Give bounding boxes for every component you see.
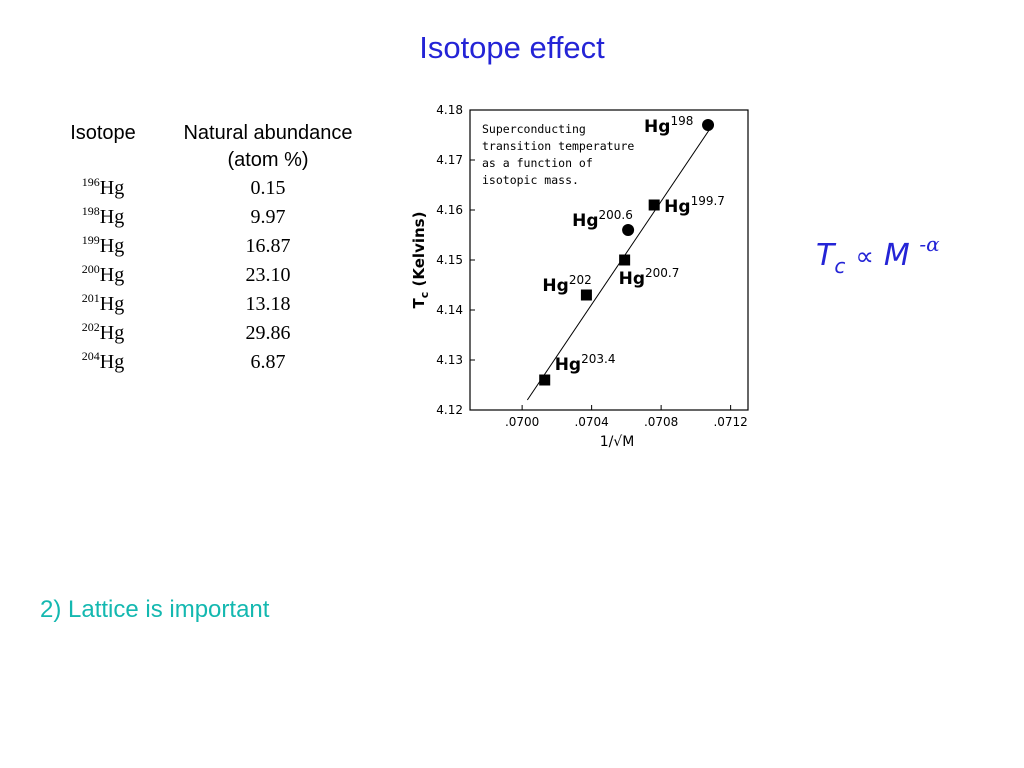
x-tick-label: .0712	[713, 415, 747, 429]
column-header-isotope: Isotope	[70, 122, 136, 144]
isotope-effect-formula: Tc ∝ M -α	[816, 232, 940, 278]
table-row: 196Hg 0.15	[58, 174, 388, 203]
lattice-point: 2) Lattice is important	[40, 596, 270, 623]
isotope-element: Hg	[99, 351, 125, 373]
isotope-element: Hg	[99, 322, 125, 344]
table-row: 198Hg 9.97	[58, 203, 388, 232]
formula-exponent: -α	[919, 232, 940, 256]
table-row: 199Hg 16.87	[58, 232, 388, 261]
abundance-cell: 23.10	[245, 264, 291, 286]
isotope-mass-number: 198	[81, 204, 100, 218]
data-label-mass: 198	[670, 114, 693, 128]
data-point-circle	[702, 119, 715, 131]
formula-base-subscript: c	[834, 254, 846, 278]
data-label: Hg203.4	[555, 352, 616, 375]
isotope-mass-number: 196	[81, 175, 100, 189]
data-label-element: Hg	[555, 355, 581, 375]
annotation-line: transition temperature	[482, 139, 634, 153]
y-tick-label: 4.17	[436, 153, 463, 167]
y-tick-label: 4.15	[436, 253, 463, 267]
data-point-square	[619, 254, 631, 266]
isotope-mass-number: 200	[81, 262, 100, 276]
isotope-cell: 198Hg	[58, 203, 148, 232]
data-label: Hg198	[644, 114, 693, 137]
isotope-element: Hg	[99, 235, 125, 257]
annotation-line: as a function of	[482, 156, 593, 170]
data-label-element: Hg	[664, 197, 690, 217]
y-tick-label: 4.12	[436, 403, 463, 417]
table-row: 202Hg 29.86	[58, 319, 388, 348]
isotope-element: Hg	[99, 177, 125, 199]
data-label-mass: 202	[569, 273, 592, 287]
table-row: 204Hg 6.87	[58, 348, 388, 377]
abundance-cell: 13.18	[245, 293, 291, 315]
table-row: 201Hg 13.18	[58, 290, 388, 319]
table-row: 200Hg 23.10	[58, 261, 388, 290]
formula-mass: M	[883, 238, 910, 273]
data-point-square	[539, 374, 551, 386]
isotope-mass-number: 202	[81, 320, 100, 334]
data-label-mass: 200.7	[645, 266, 679, 280]
isotope-cell: 199Hg	[58, 232, 148, 261]
data-point-square	[580, 289, 592, 301]
x-tick-label: .0708	[644, 415, 678, 429]
isotope-cell: 204Hg	[58, 348, 148, 377]
data-label-element: Hg	[644, 117, 670, 137]
data-point-circle	[622, 224, 635, 236]
y-tick-label: 4.14	[436, 303, 463, 317]
proportional-symbol: ∝	[855, 242, 874, 272]
isotope-cell: 202Hg	[58, 319, 148, 348]
y-tick-label: 4.18	[436, 103, 463, 117]
x-axis-label: 1/√M	[600, 434, 635, 450]
data-label-element: Hg	[572, 211, 598, 231]
isotope-element: Hg	[99, 206, 125, 228]
data-label-element: Hg	[619, 269, 645, 289]
column-header-abundance: Natural abundance (atom %)	[148, 120, 388, 174]
data-label: Hg202	[542, 273, 591, 296]
isotope-abundance-table: Isotope Natural abundance (atom %) 196Hg…	[58, 120, 388, 377]
data-label-mass: 199.7	[691, 194, 725, 208]
abundance-cell: 6.87	[250, 351, 286, 373]
data-label: Hg199.7	[664, 194, 725, 217]
column-header-abundance-line1: Natural abundance	[183, 122, 353, 144]
data-label-element: Hg	[542, 276, 568, 296]
tc-vs-mass-chart: 4.12 4.13 4.14 4.15 4.16 4.17 4.18 .0700 .0704 .0…	[410, 103, 749, 450]
data-point-square	[648, 199, 660, 211]
x-tick-label: .0704	[574, 415, 608, 429]
isotope-mass-number: 204	[81, 349, 100, 363]
isotope-cell: 196Hg	[58, 174, 148, 203]
y-tick-label: 4.16	[436, 203, 463, 217]
formula-base: T	[816, 238, 835, 273]
data-label-mass: 203.4	[581, 352, 615, 366]
isotope-mass-number: 201	[81, 291, 100, 305]
isotope-element: Hg	[99, 264, 125, 286]
annotation-line: isotopic mass.	[482, 173, 579, 187]
y-axis-label-units: (Kelvins)	[410, 212, 428, 292]
isotope-element: Hg	[99, 293, 125, 315]
abundance-cell: 16.87	[245, 235, 291, 257]
isotope-cell: 201Hg	[58, 290, 148, 319]
column-header-abundance-line2: (atom %)	[227, 149, 309, 171]
abundance-cell: 9.97	[250, 206, 286, 228]
y-axis-label-symbol: T	[410, 297, 428, 308]
y-axis-label: Tc (Kelvins)	[410, 212, 431, 309]
annotation-line: Superconducting	[482, 122, 586, 136]
slide-title: Isotope effect	[419, 30, 605, 65]
y-axis-label-subscript: c	[418, 292, 431, 299]
abundance-cell: 29.86	[245, 322, 291, 344]
data-label: Hg200.7	[619, 266, 680, 289]
data-label-mass: 200.6	[599, 208, 633, 222]
isotope-mass-number: 199	[81, 233, 100, 247]
x-tick-label: .0700	[505, 415, 539, 429]
data-label: Hg200.6	[572, 208, 633, 231]
abundance-cell: 0.15	[250, 177, 286, 199]
y-tick-label: 4.13	[436, 353, 463, 367]
isotope-cell: 200Hg	[58, 261, 148, 290]
